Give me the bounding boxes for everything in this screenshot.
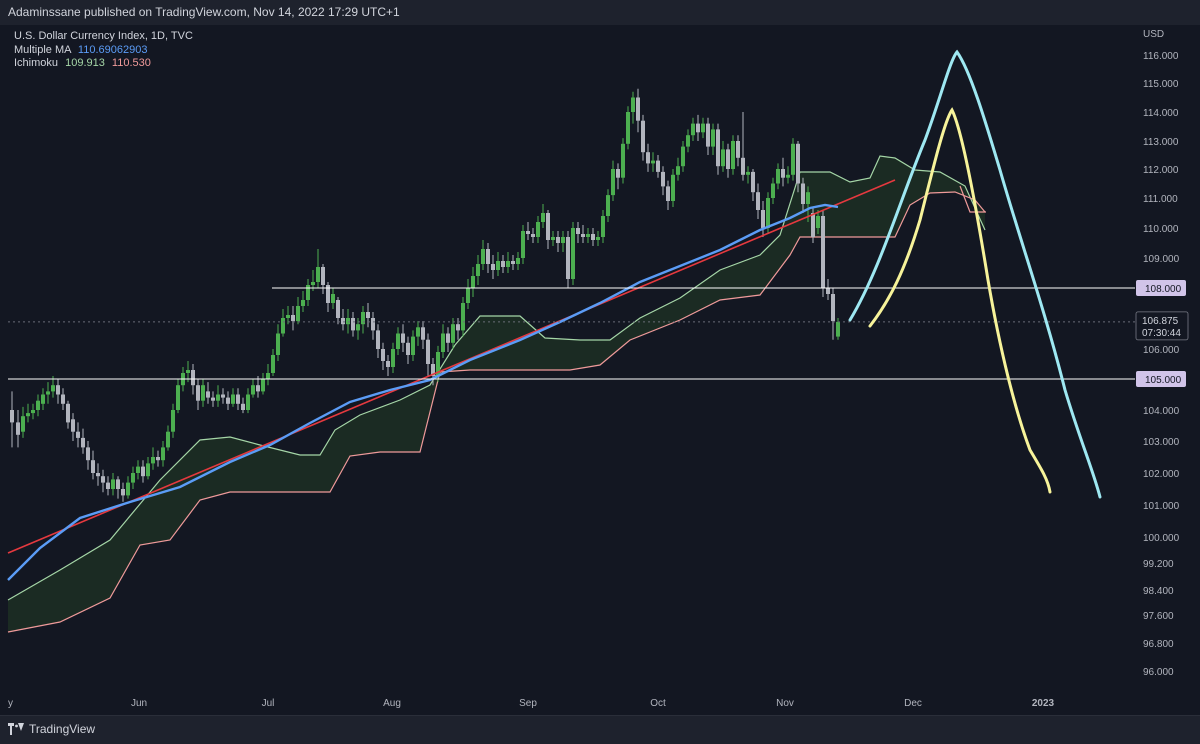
legend-symbol: U.S. Dollar Currency Index, 1D, TVC <box>14 30 193 44</box>
brand-name: TradingView <box>29 722 96 736</box>
legend-ichimoku: Ichimoku 109.913 110.530 <box>14 57 193 71</box>
chart-legend: U.S. Dollar Currency Index, 1D, TVC Mult… <box>14 30 193 71</box>
chart-area[interactable] <box>0 25 1200 715</box>
footer-bar <box>0 715 1200 744</box>
ma-label: Multiple MA <box>14 43 71 56</box>
tradingview-logo-icon <box>8 723 24 735</box>
ichimoku-label: Ichimoku <box>14 57 59 69</box>
publish-bar: Adaminssane published on TradingView.com… <box>0 0 1200 26</box>
ma-value: 110.69062903 <box>77 43 148 56</box>
symbol-title: U.S. Dollar Currency Index, 1D, TVC <box>14 30 193 42</box>
ichimoku-value-2: 110.530 <box>111 57 151 69</box>
publish-info: Adaminssane published on TradingView.com… <box>8 5 400 19</box>
ichimoku-value-1: 109.913 <box>65 57 105 69</box>
legend-ma: Multiple MA 110.69062903 <box>14 44 193 58</box>
tradingview-brand[interactable]: TradingView <box>8 722 95 736</box>
